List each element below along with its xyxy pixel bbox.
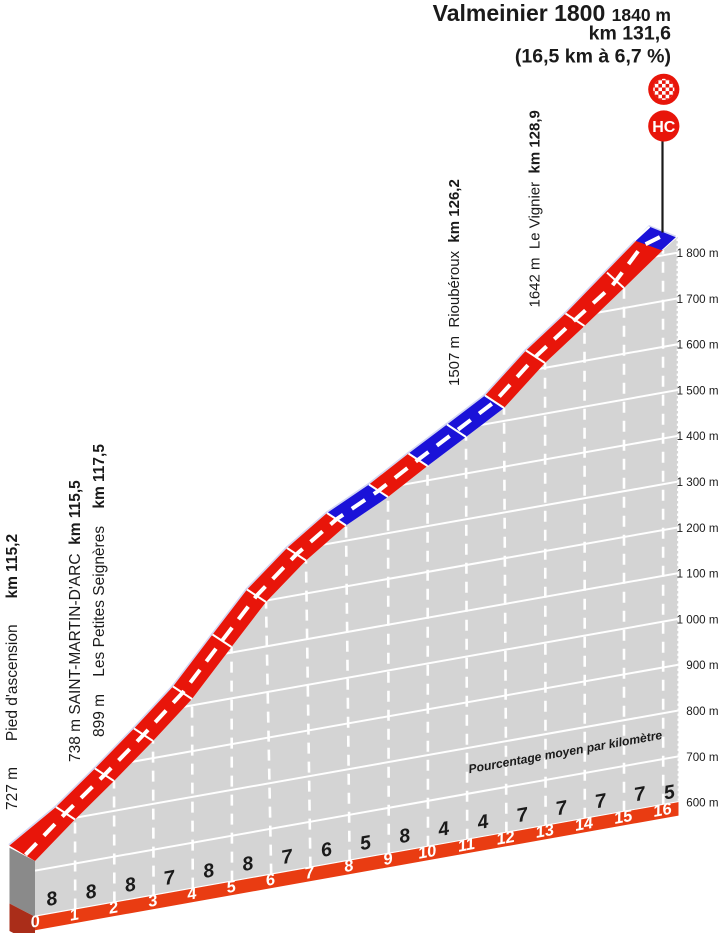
svg-text:1 600 m: 1 600 m [677,339,719,352]
svg-text:600 m: 600 m [686,797,718,810]
svg-text:800 m: 800 m [686,705,718,718]
svg-text:738 m SAINT-MARTIN-D'ARC km 1: 738 m SAINT-MARTIN-D'ARC km 115,5 [67,480,84,762]
svg-text:900 m: 900 m [686,659,718,672]
svg-text:1 500 m: 1 500 m [677,384,719,397]
svg-text:1 800 m: 1 800 m [677,247,719,260]
svg-text:12: 12 [495,828,516,849]
svg-text:11: 11 [456,835,476,856]
svg-text:1 200 m: 1 200 m [677,522,719,535]
svg-text:899 m Les Petites Seignères: 899 m Les Petites Seignères km 117,5 [91,444,108,737]
svg-text:14: 14 [573,814,594,835]
svg-text:(16,5 km à 6,7 %): (16,5 km à 6,7 %) [515,46,671,68]
svg-text:1 400 m: 1 400 m [677,430,719,443]
svg-text:1 000 m: 1 000 m [677,613,719,626]
svg-text:1507 m Rioubéroux km 126,2: 1507 m Rioubéroux km 126,2 [446,179,463,386]
svg-text:700 m: 700 m [686,751,718,764]
svg-text:1 100 m: 1 100 m [677,568,719,581]
svg-text:km 131,6: km 131,6 [589,23,672,45]
svg-text:1 700 m: 1 700 m [677,293,719,306]
svg-text:13: 13 [534,821,555,842]
svg-text:1 300 m: 1 300 m [677,476,719,489]
svg-text:1642 m Le Vignier km 128,9: 1642 m Le Vignier km 128,9 [527,110,544,307]
svg-text:727 m Pied d'ascension: 727 m Pied d'ascension km 115,2 [4,534,21,810]
svg-text:HC: HC [652,119,676,136]
